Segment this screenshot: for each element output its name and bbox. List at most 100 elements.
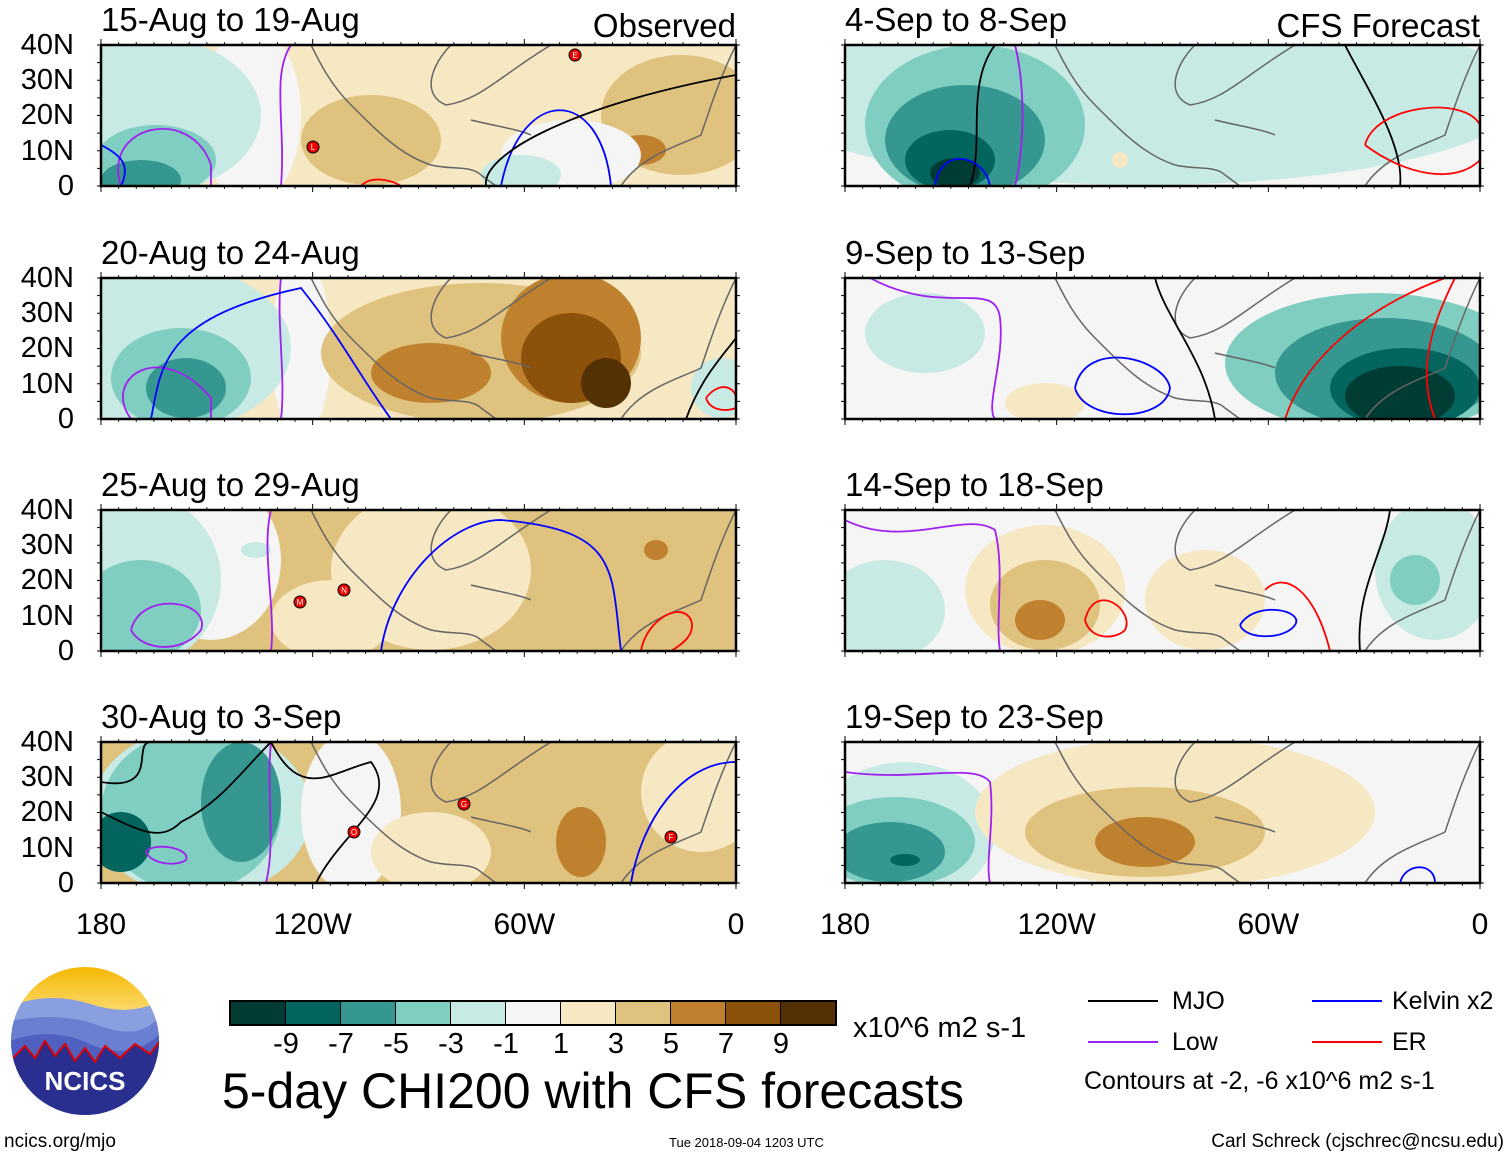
map-panel: [841, 39, 1484, 192]
colorbar-swatch: [231, 1002, 286, 1024]
colorbar-label: 1: [552, 1028, 570, 1060]
legend-mjo-line: [1088, 1000, 1158, 1002]
x-tick-label: 180: [75, 908, 127, 941]
chi-contour-fill: [241, 542, 271, 558]
svg-text:O: O: [351, 828, 357, 837]
colorbar-swatch: [671, 1002, 726, 1024]
x-tick-label: 60W: [1237, 908, 1300, 941]
observed-header: Observed: [592, 7, 736, 44]
chi-contour-fill: [644, 540, 668, 560]
wave-contour: [101, 144, 126, 186]
y-tick-label: 10N: [20, 367, 74, 400]
wave-contour: [1358, 510, 1391, 651]
chi-contour-fill: [301, 95, 441, 185]
wave-contour: [500, 109, 612, 186]
legend-kelvin: Kelvin x2: [1392, 987, 1494, 1015]
panel-title: 9-Sep to 13-Sep: [845, 234, 1086, 271]
chi-contour-fill: [146, 358, 226, 418]
wave-contour: [117, 128, 212, 186]
figure-title: 5-day CHI200 with CFS forecasts: [222, 1063, 964, 1119]
colorbar-label: 9: [772, 1028, 790, 1060]
wave-contour: [270, 742, 381, 883]
colorbar-label: -5: [383, 1028, 409, 1060]
chi-contour-fill: [845, 560, 945, 651]
panel-title: 14-Sep to 18-Sep: [845, 466, 1104, 503]
wave-contour: [630, 761, 736, 883]
coastline: [1054, 278, 1480, 419]
coastline: [310, 45, 736, 186]
y-tick-label: 0: [57, 866, 74, 899]
map-panel: [841, 272, 1484, 425]
legend-mjo: MJO: [1172, 987, 1225, 1015]
svg-text:G: G: [461, 800, 467, 809]
chi-contour-fill: [556, 807, 606, 877]
y-tick-label: 30N: [20, 297, 74, 330]
chi-contour-fill: [581, 358, 631, 408]
x-tick-label: 60W: [493, 908, 556, 941]
chi-contour-fill: [1112, 152, 1128, 168]
wave-contour: [1264, 581, 1331, 651]
svg-text:F: F: [669, 833, 674, 842]
svg-text:M: M: [297, 598, 304, 607]
chi-contour-fill: [271, 278, 331, 419]
wave-contour: [1284, 278, 1446, 419]
y-tick-label: 30N: [20, 761, 74, 794]
colorbar-label: 7: [717, 1028, 735, 1060]
wave-contour: [705, 386, 736, 411]
colorbar-swatch: [396, 1002, 451, 1024]
wave-contour: [1014, 45, 1024, 186]
y-tick-label: 20N: [20, 564, 74, 597]
colorbar-swatch: [616, 1002, 671, 1024]
wave-contour: [1239, 608, 1298, 638]
wave-contour: [1425, 278, 1456, 419]
coastline: [310, 278, 736, 419]
coastline: [1054, 742, 1480, 883]
colorbar-swatch: [506, 1002, 561, 1024]
chi-contour-fill: [1345, 366, 1455, 419]
x-tick-label: 120W: [1017, 908, 1096, 941]
map-panel: [841, 736, 1484, 889]
chi-contour-fill: [1255, 75, 1315, 135]
wave-contour: [969, 45, 996, 186]
wave-contour: [1074, 356, 1171, 415]
site-link[interactable]: ncics.org/mjo: [4, 1131, 116, 1152]
wave-contour: [934, 157, 991, 186]
author-credit: Carl Schreck (cjschrec@ncsu.edu): [1211, 1131, 1504, 1152]
chi-contour-fill: [641, 742, 736, 852]
legend-kelvin-line: [1312, 1000, 1382, 1002]
map-panel: LE: [97, 39, 740, 192]
wave-contour: [640, 611, 693, 651]
panel-title: 4-Sep to 8-Sep: [845, 1, 1067, 38]
tropical-cyclone-icon: O: [347, 825, 361, 839]
x-tick-label: 120W: [273, 908, 352, 941]
colorbar-label: 3: [607, 1028, 625, 1060]
chi-contour-fill: [1095, 817, 1195, 867]
y-tick-label: 40N: [20, 29, 74, 61]
wave-contour: [101, 742, 272, 834]
colorbar-swatch: [451, 1002, 506, 1024]
legend-low: Low: [1172, 1028, 1218, 1056]
wave-contour: [101, 742, 152, 785]
x-tick-label: 0: [1471, 908, 1489, 941]
svg-text:N: N: [341, 586, 347, 595]
coastline: [310, 510, 736, 651]
coastline: [310, 742, 736, 883]
coastline: [1054, 45, 1480, 186]
x-tick-label: 180: [819, 908, 871, 941]
panel-title: 15-Aug to 19-Aug: [101, 1, 360, 38]
wave-contour: [380, 519, 622, 651]
chi-contour-fill: [845, 822, 945, 882]
colorbar-swatch: [781, 1002, 835, 1024]
y-tick-label: 10N: [20, 599, 74, 632]
panel-title: 25-Aug to 29-Aug: [101, 466, 360, 503]
legend-er-line: [1312, 1041, 1382, 1043]
svg-text:NCICS: NCICS: [45, 1066, 126, 1096]
forecast-header: CFS Forecast: [1276, 7, 1480, 44]
y-tick-label: 20N: [20, 796, 74, 829]
chi-contour-fill: [930, 158, 980, 186]
chi-contour-fill: [371, 343, 491, 403]
map-panel: O G F: [97, 736, 740, 889]
y-tick-label: 20N: [20, 332, 74, 365]
chi-contour-fill: [691, 358, 736, 418]
map-panel: [97, 272, 740, 425]
